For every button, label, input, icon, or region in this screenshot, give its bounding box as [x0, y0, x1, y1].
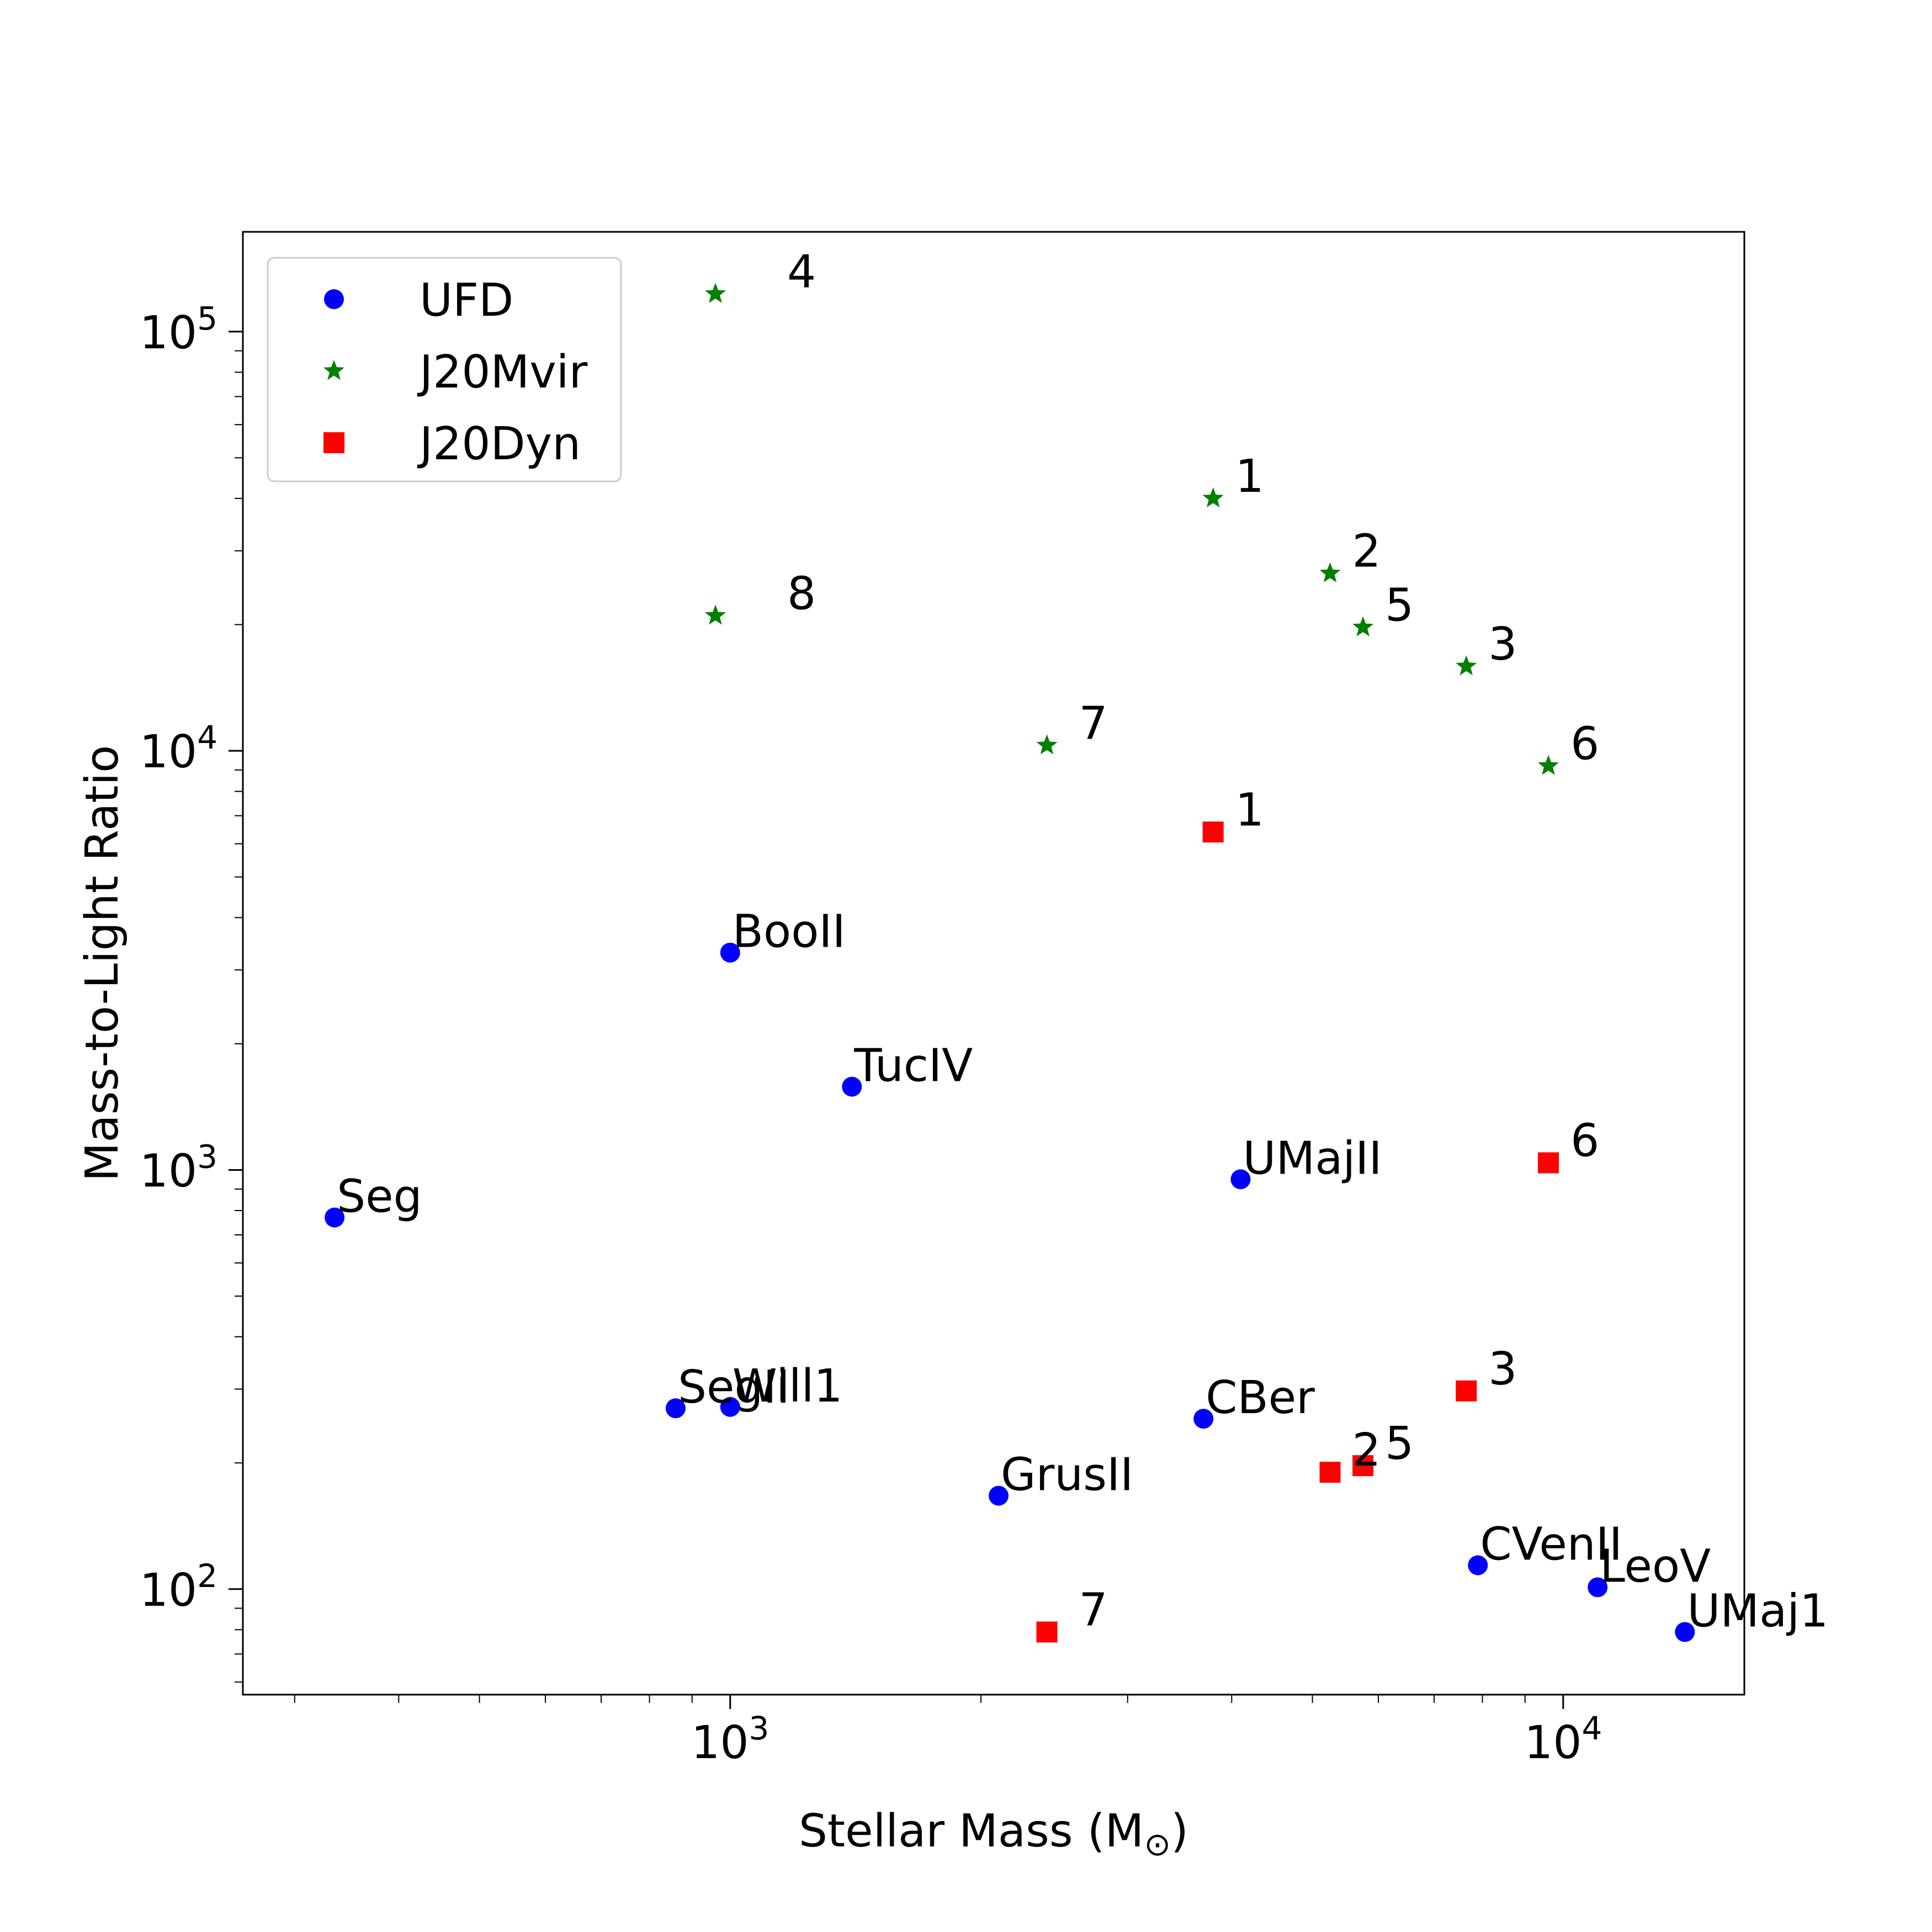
point-label: 8 — [787, 567, 816, 620]
data-point-j20dyn — [1036, 1621, 1058, 1643]
point-label: 4 — [787, 246, 816, 298]
point-label: 6 — [1570, 718, 1599, 771]
y-tick-label: 103 — [140, 1138, 217, 1197]
point-label: 2 — [1352, 526, 1381, 578]
point-label: 2 — [1352, 1424, 1381, 1477]
point-label: 7 — [1079, 1584, 1108, 1637]
legend: UFD J20Mvir J20Dyn — [267, 257, 622, 482]
point-label: 1 — [1235, 450, 1264, 503]
data-point-ufd — [989, 1485, 1009, 1506]
point-label: TucIV — [853, 1040, 973, 1092]
point-label: CBer — [1206, 1372, 1315, 1424]
data-point-ufd — [1193, 1409, 1214, 1429]
data-point-j20mvir — [705, 283, 726, 303]
axes-group: 103 104 102 103 104 105 Stellar Mass (M⊙) Mass-… — [76, 231, 1745, 1863]
point-label: Will1 — [733, 1360, 843, 1413]
legend-label: UFD — [420, 274, 513, 327]
point-label: 1 — [1235, 784, 1264, 836]
data-point-ufd — [720, 1397, 740, 1417]
series-ufd — [325, 942, 1695, 1642]
data-point-j20mvir — [705, 604, 726, 625]
y-axis-label: Mass-to-Light Ratio — [76, 745, 129, 1182]
point-label: 7 — [1079, 697, 1108, 750]
x-tick-label: 104 — [1524, 1710, 1602, 1769]
point-label: UMaj1 — [1687, 1585, 1828, 1638]
y-tick-label: 102 — [140, 1557, 217, 1617]
point-label: SegII — [678, 1361, 790, 1414]
data-point-j20dyn — [1456, 1380, 1477, 1402]
plot-frame — [242, 231, 1745, 1696]
x-tick-label: 103 — [691, 1710, 769, 1769]
data-point-j20dyn — [1538, 1152, 1559, 1174]
y-axis: 102 103 104 105 — [140, 300, 243, 1683]
data-point-j20mvir — [1352, 616, 1374, 636]
data-point-ufd — [1588, 1577, 1608, 1597]
y-tick-label: 104 — [140, 719, 217, 778]
data-point-j20mvir — [1456, 655, 1477, 676]
data-point-j20mvir — [1202, 487, 1224, 508]
series-j20mvir — [705, 283, 1559, 775]
data-point-ufd — [1675, 1622, 1695, 1642]
data-point-ufd — [1230, 1169, 1251, 1190]
point-label: UMajII — [1243, 1132, 1382, 1185]
legend-entry-j20dyn: J20Dyn — [323, 418, 581, 470]
y-tick-label: 105 — [140, 300, 217, 359]
data-point-j20mvir — [1538, 755, 1559, 775]
legend-label: J20Dyn — [417, 418, 581, 470]
data-point-j20mvir — [1319, 562, 1341, 582]
point-label: 6 — [1570, 1115, 1599, 1167]
legend-box — [267, 257, 622, 482]
point-label: Seg — [337, 1171, 422, 1223]
point-label: 3 — [1488, 618, 1517, 671]
data-point-j20mvir — [1036, 734, 1058, 755]
series-j20dyn — [1036, 821, 1559, 1643]
data-point-ufd — [1468, 1555, 1488, 1575]
legend-marker-ufd — [324, 289, 344, 309]
data-point-ufd — [325, 1207, 345, 1228]
point-labels-j20mvir: 4 1 25 3 8 7 6 — [787, 246, 1599, 770]
point-label: BooII — [733, 906, 846, 958]
legend-entry-j20mvir: J20Mvir — [323, 346, 588, 399]
x-axis: 103 104 — [294, 1695, 1602, 1769]
data-point-ufd — [665, 1398, 686, 1419]
point-label: 5 — [1385, 1418, 1414, 1470]
legend-marker-j20mvir — [323, 360, 344, 380]
data-point-ufd — [842, 1076, 862, 1097]
data-point-j20dyn — [1352, 1455, 1374, 1477]
point-labels-j20dyn: 1 6 3 2 5 7 — [1079, 784, 1600, 1636]
legend-marker-j20dyn — [323, 432, 344, 453]
point-label: 5 — [1385, 580, 1414, 632]
point-label: CVenII — [1480, 1519, 1622, 1571]
point-label: LeoV — [1600, 1541, 1711, 1593]
data-point-j20dyn — [1202, 821, 1224, 843]
x-axis-label: Stellar Mass (M⊙) — [799, 1805, 1188, 1863]
point-label: 3 — [1488, 1343, 1517, 1395]
legend-label: J20Mvir — [417, 346, 588, 399]
data-point-j20dyn — [1319, 1462, 1341, 1483]
legend-entry-ufd: UFD — [324, 274, 513, 327]
point-label: GrusII — [1001, 1449, 1133, 1501]
data-point-ufd — [720, 942, 740, 963]
